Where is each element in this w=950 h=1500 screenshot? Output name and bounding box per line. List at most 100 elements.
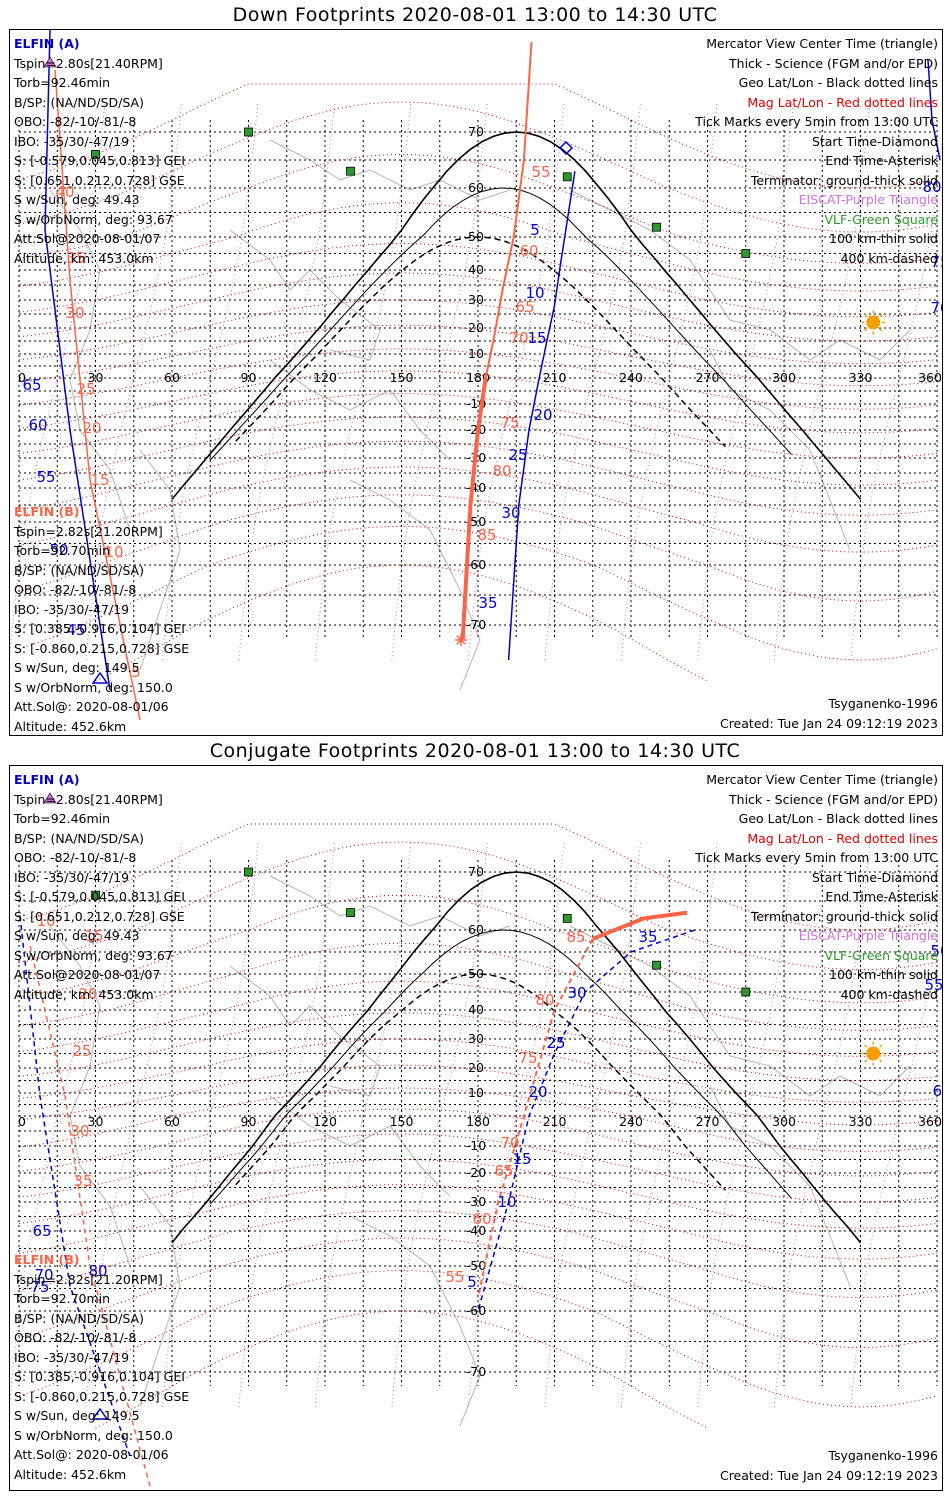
- coastline: [269, 359, 451, 461]
- elfin-b-line: B/SP: (NA/ND/SD/SA): [14, 562, 144, 578]
- sun-ray: [864, 313, 868, 317]
- legend-item: EISCAT-Purple Triangle: [798, 192, 938, 207]
- lon-tick-label: 330: [849, 370, 873, 385]
- lon-tick-label: 360: [918, 370, 942, 385]
- elfin-b-line: S: [-0.860,0.215,0.728] GSE: [14, 1388, 190, 1404]
- legend-item: Geo Lat/Lon - Black dotted lines: [738, 75, 938, 90]
- track-a-tick-label: 50: [49, 541, 68, 559]
- lon-tick-label: 240: [619, 370, 643, 385]
- track-b-tick-label: 75: [500, 414, 519, 432]
- track-a-tick-label: 5: [467, 1273, 477, 1291]
- sun-ray: [879, 313, 883, 317]
- track-a-tick-label: 55: [36, 468, 55, 486]
- elfin-a-line: S: [0.651,0.212,0.728] GSE: [14, 908, 185, 924]
- coastline: [269, 1095, 451, 1197]
- legend-item: Tick Marks every 5min from 13:00 UTC: [695, 850, 938, 865]
- mag-parallel: [18, 1038, 938, 1103]
- legend-item: Mag Lat/Lon - Red dotted lines: [747, 94, 938, 110]
- mag-meridian: [850, 880, 942, 1408]
- model-label: Tsyganenko-1996: [828, 696, 938, 711]
- legend-item: Mercator View Center Time (triangle): [706, 36, 938, 51]
- lon-tick-label: 120: [313, 370, 337, 385]
- track-a-tick-label: 35: [478, 594, 497, 612]
- view-center-triangle-icon: [43, 56, 57, 68]
- lat-tick-label: 40: [468, 262, 484, 277]
- track-a-tick-label: 50: [930, 942, 942, 960]
- track-b-tick-label: 25: [72, 1042, 91, 1060]
- track-a-tick-label: 65: [32, 1222, 51, 1240]
- elfin-b-line: OBO: -82/-10/-81/-8: [14, 582, 137, 597]
- sun-ray: [879, 328, 883, 332]
- legend-item: Thick - Science (FGM and/or EPD): [729, 791, 938, 807]
- elfin-b-name: ELFIN (B): [14, 1252, 80, 1267]
- lon-tick-label: 0: [18, 1114, 26, 1129]
- view-center-triangle-icon: [91, 1407, 109, 1420]
- track-b-tick-label: 10: [104, 543, 123, 561]
- elfin-b-info: ELFIN (B) Tspin=2.82s[21.20RPM] Torb=92.…: [14, 502, 189, 735]
- track-a-tick-label: 30: [567, 984, 586, 1002]
- lat-tick-label: 70: [468, 864, 484, 879]
- elfin-b-line: S w/OrbNorm, deg: 150.0: [14, 1427, 173, 1443]
- mag-parallel: [18, 1184, 938, 1260]
- legend-item: EISCAT-Purple Triangle: [798, 928, 938, 943]
- lon-tick-label: 150: [390, 1114, 414, 1129]
- legend-item: VLF-Green Square: [824, 211, 938, 227]
- track-b-tick-label: 80: [535, 991, 554, 1009]
- track-b-tick-label: 70: [500, 1134, 519, 1152]
- legend-item: 400 km-dashed: [840, 986, 938, 1002]
- track-elfin-a: [507, 171, 576, 661]
- lon-tick-label: 240: [619, 1114, 643, 1129]
- legend-item: Terminator: ground-thick solid: [750, 172, 938, 188]
- track-a-tick-label: 15: [512, 1150, 531, 1168]
- start-diamond-marker: [558, 140, 574, 156]
- elfin-b-line: OBO: -82/-10/-81/-8: [14, 1330, 137, 1345]
- lon-tick-label: 30: [88, 1114, 104, 1129]
- legend-item: 100 km-thin solid: [829, 967, 938, 982]
- terminators: [171, 871, 862, 1244]
- mag-meridian: [467, 841, 565, 1408]
- mag-meridian: [620, 841, 718, 1408]
- lat-tick-label: -50: [466, 1258, 486, 1273]
- track-elfin-b: [477, 911, 688, 1298]
- track-b-tick-label: 85: [566, 928, 585, 946]
- elfin-a-line: S w/Sun, deg: 49.43: [14, 928, 140, 943]
- view-center-triangle-icon: [91, 671, 109, 684]
- track-a-tick-label: 55: [924, 976, 942, 994]
- lon-tick-label: 300: [772, 1114, 796, 1129]
- lon-tick-label: 210: [543, 1114, 567, 1129]
- mag-parallel: [18, 243, 938, 318]
- elfin-a-line: Torb=92.46min: [14, 811, 111, 826]
- sun-icon: [866, 1046, 881, 1061]
- mag-grid: [18, 83, 938, 682]
- mag-parallel: [18, 1087, 938, 1152]
- elfin-b-name: ELFIN (B): [14, 504, 80, 519]
- panel-title-down: Down Footprints 2020-08-01 13:00 to 14:3…: [232, 4, 718, 26]
- conjugate-footprints-map: 0 30 60 90 120 150 180 210 240 270 300 330 360 70 60 50…: [10, 792, 942, 1487]
- legend-item: End Time-Asterisk: [825, 153, 938, 168]
- lat-tick-label: 20: [468, 1060, 484, 1075]
- elfin-a-name: ELFIN (A): [14, 36, 80, 51]
- elfin-b-line: S: [0.385,-0.916,0.104] GEI: [14, 1369, 185, 1384]
- coastline: [49, 189, 131, 531]
- mag-parallel: [95, 564, 708, 682]
- track-b-tick-label: 35: [66, 249, 85, 267]
- track-a-tick-label: 70: [930, 299, 942, 317]
- mag-parallel: [18, 1158, 938, 1229]
- lat-tick-label: -40: [466, 1223, 486, 1238]
- track-b-tick-label: 65: [515, 298, 534, 316]
- track-b-tick-label: 5: [131, 663, 141, 681]
- lon-tick-label: 120: [313, 1114, 337, 1129]
- mag-parallel: [18, 83, 938, 189]
- track-b-tick-label: 65: [494, 1162, 513, 1180]
- elfin-a-line: B/SP: (NA/ND/SD/SA): [14, 830, 144, 846]
- track-b-tick-label: 55: [531, 163, 550, 181]
- mag-parallel: [18, 1108, 938, 1177]
- track-a-tick-label: 75: [30, 1278, 49, 1296]
- edge-track-elfin-a: [44, 30, 111, 691]
- elfin-a-line: B/SP: (NA/ND/SD/SA): [14, 94, 144, 110]
- geo-grid: [18, 860, 938, 1386]
- terminator-100km: [209, 929, 792, 1205]
- vlf-station-marker: [741, 987, 751, 997]
- mag-parallel: [18, 101, 938, 233]
- science-segment: [592, 910, 688, 941]
